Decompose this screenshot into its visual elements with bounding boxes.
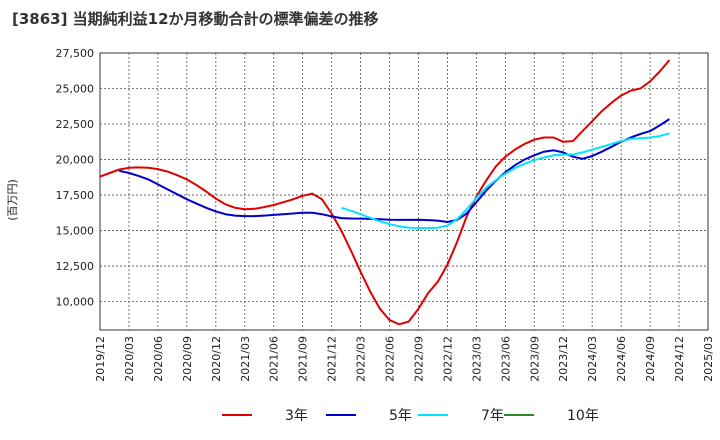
y-tick-label: 25,000 [56,83,95,96]
x-tick-label: 2024/12 [673,336,686,382]
x-tick-label: 2023/06 [499,336,512,382]
legend-label-1: 5年 [389,408,412,424]
chart-title: [3863] 当期純利益12か月移動合計の標準偏差の推移 [12,10,379,28]
x-tick-label: 2020/06 [152,336,165,382]
x-tick-label: 2022/03 [355,336,368,382]
x-tick-label: 2022/06 [384,336,397,382]
x-tick-label: 2024/06 [615,336,628,382]
x-tick-label: 2021/06 [268,336,281,382]
y-tick-label: 15,000 [56,225,95,238]
series-lines [99,59,671,326]
legend: 3年 5年 7年 10年 [222,408,599,424]
grid [99,52,709,330]
plot-frame [99,52,709,331]
x-axis-ticks: 2019/12 2020/03 2020/06 2020/09 2020/12 2021/… [94,336,715,382]
legend-label-2: 7年 [481,408,504,424]
x-tick-label: 2021/12 [326,336,339,382]
y-tick-label: 20,000 [56,154,95,167]
x-tick-label: 2022/09 [412,336,425,382]
x-tick-label: 2021/09 [297,336,310,382]
series-line-1 [119,118,670,223]
y-tick-label: 22,500 [56,118,95,131]
y-axis-ticks: 10,000 12,500 15,000 17,500 20,000 22,500 25,0… [56,47,95,309]
x-tick-label: 2025/03 [702,336,715,382]
series-line-0 [99,59,671,326]
y-axis-label: (百万円) [6,179,19,221]
y-tick-label: 27,500 [56,47,95,60]
x-tick-label: 2023/03 [470,336,483,382]
x-tick-label: 2023/09 [528,336,541,382]
x-tick-label: 2020/03 [123,336,136,382]
y-tick-label: 12,500 [56,260,95,273]
y-tick-label: 17,500 [56,189,95,202]
x-tick-label: 2021/03 [239,336,252,382]
x-tick-label: 2024/09 [644,336,657,382]
legend-label-3: 10年 [567,408,599,424]
x-tick-label: 2020/12 [210,336,223,382]
x-tick-label: 2022/12 [441,336,454,382]
x-tick-label: 2024/03 [586,336,599,382]
x-tick-label: 2019/12 [94,336,107,382]
y-tick-label: 10,000 [56,296,95,309]
x-tick-label: 2023/12 [557,336,570,382]
legend-label-0: 3年 [285,408,308,424]
series-line-2 [341,132,670,230]
x-tick-label: 2020/09 [181,336,194,382]
